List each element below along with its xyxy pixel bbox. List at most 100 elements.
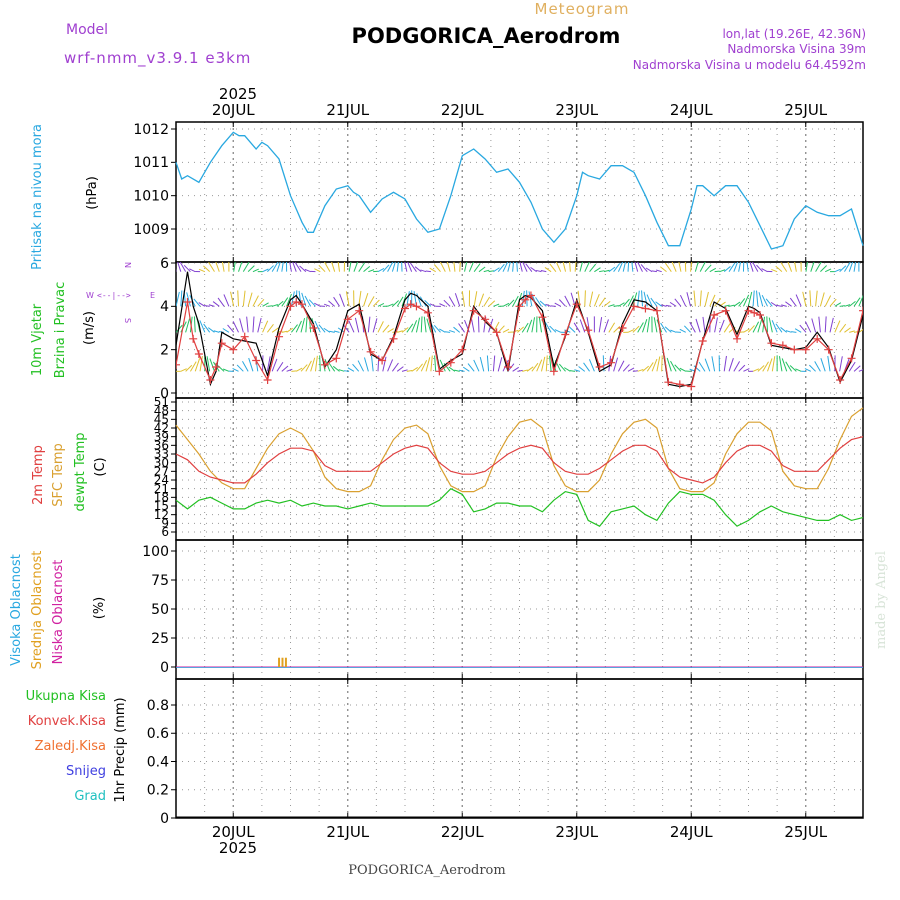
precip-ytick-label: 0 xyxy=(160,811,169,827)
wind-direction-arrow xyxy=(257,317,262,333)
wind-observed-marker xyxy=(572,300,581,309)
wind-direction-arrow xyxy=(429,303,436,307)
wind-direction-arrow xyxy=(848,262,854,272)
wind-direction-arrow xyxy=(186,292,191,307)
precip-conv-label: Konvek.Kisa xyxy=(28,714,106,729)
wind-direction-arrow xyxy=(589,263,597,272)
wind-direction-arrow xyxy=(271,327,279,333)
wind-direction-arrow xyxy=(212,301,220,307)
wind-direction-arrow xyxy=(377,267,385,273)
wind-direction-arrow xyxy=(545,303,552,307)
wind-direction-arrow xyxy=(758,292,764,307)
wind-direction-arrow xyxy=(443,299,451,307)
wind-direction-arrow xyxy=(488,270,494,273)
wind-direction-arrow xyxy=(439,328,446,333)
wind-title-1: 10m Vjetar xyxy=(30,303,45,376)
wind-direction-arrow xyxy=(271,262,279,272)
top-day-label: 23JUL xyxy=(555,101,598,119)
wind-speed-line xyxy=(176,271,863,388)
wind-direction-arrow xyxy=(593,294,600,307)
wind-direction-arrow xyxy=(266,323,274,333)
wind-direction-arrow xyxy=(266,356,271,372)
wind-direction-arrow xyxy=(411,367,418,372)
wind-direction-arrow xyxy=(289,262,292,272)
wind-direction-arrow xyxy=(646,362,654,372)
wind-direction-arrow xyxy=(410,262,417,272)
wind-direction-arrow xyxy=(608,266,616,273)
wind-direction-arrow xyxy=(613,263,621,272)
wind-direction-arrow xyxy=(594,267,601,273)
wind-direction-arrow xyxy=(223,294,230,307)
wind-direction-arrow xyxy=(535,297,542,307)
wind-direction-arrow xyxy=(762,361,769,372)
wind-direction-arrow xyxy=(406,369,413,372)
wind-direction-arrow xyxy=(704,264,712,273)
wind-direction-arrow xyxy=(678,262,682,272)
wind-direction-arrow xyxy=(699,290,702,307)
wind-direction-arrow xyxy=(237,290,240,307)
wind-direction-arrow xyxy=(617,360,625,372)
wind-direction-arrow xyxy=(627,295,634,307)
wind-observed-marker xyxy=(183,298,192,306)
wind-direction-arrow xyxy=(314,302,321,307)
wind-direction-arrow xyxy=(536,359,543,372)
wind-direction-arrow xyxy=(470,317,475,333)
wind-observed-marker xyxy=(355,306,364,315)
wind-direction-arrow xyxy=(650,297,658,307)
wind-ytick-label: 4 xyxy=(160,299,169,315)
wind-direction-arrow xyxy=(232,367,239,372)
wind-direction-arrow xyxy=(743,368,750,372)
wind-direction-arrow xyxy=(674,364,682,372)
wind-direction-arrow xyxy=(519,262,523,272)
wind-observed-marker xyxy=(744,306,753,315)
wind-direction-arrow xyxy=(554,302,561,307)
wind-direction-arrow xyxy=(622,298,630,307)
wind-series xyxy=(176,262,863,391)
wind-direction-arrow xyxy=(651,358,658,372)
wind-observed-marker xyxy=(790,345,799,354)
wind-direction-arrow xyxy=(637,262,643,272)
wind-direction-arrow xyxy=(545,355,548,372)
wind-direction-arrow xyxy=(613,326,621,333)
wind-direction-arrow xyxy=(267,305,273,307)
wind-direction-arrow xyxy=(564,367,571,372)
wind-direction-arrow xyxy=(358,262,366,272)
wind-direction-arrow xyxy=(637,322,644,333)
wind-direction-arrow xyxy=(194,358,201,372)
wind-direction-arrow xyxy=(656,269,662,273)
wind-direction-arrow xyxy=(314,320,321,333)
pressure-title: Pritisak na nivou mora xyxy=(30,124,45,270)
wind-direction-arrow xyxy=(795,294,802,307)
wind-direction-arrow xyxy=(473,359,480,372)
wind-direction-arrow xyxy=(331,262,336,272)
wind-direction-arrow xyxy=(429,267,436,273)
wind-direction-arrow xyxy=(276,262,281,272)
wind-direction-arrow xyxy=(502,359,509,372)
wind-direction-arrow xyxy=(401,293,408,307)
wind-direction-arrow xyxy=(756,290,759,307)
wind-observed-marker xyxy=(297,300,306,309)
wind-direction-arrow xyxy=(839,305,845,307)
wind-direction-arrow xyxy=(583,362,590,372)
wind-direction-arrow xyxy=(669,301,677,307)
wind-direction-arrow xyxy=(670,329,677,333)
top-day-label: 22JUL xyxy=(441,101,484,119)
wind-direction-arrow xyxy=(679,328,686,333)
temperature-ytick-label: 33 xyxy=(154,447,169,461)
wind-direction-arrow xyxy=(414,266,422,273)
wind-observed-marker xyxy=(549,367,558,376)
wind-direction-arrow xyxy=(453,262,456,272)
wind-direction-arrow xyxy=(252,316,255,333)
wind-direction-arrow xyxy=(627,329,635,333)
wind-direction-arrow xyxy=(179,262,187,272)
wind-direction-arrow xyxy=(252,268,259,273)
wind-direction-arrow xyxy=(242,361,249,372)
wind-direction-arrow xyxy=(217,297,225,307)
wind-direction-arrow xyxy=(185,364,193,372)
wind-direction-arrow xyxy=(743,294,750,307)
wind-direction-arrow xyxy=(281,297,289,307)
wind-direction-arrow xyxy=(723,323,731,333)
wind-direction-arrow xyxy=(426,318,432,333)
wind-direction-arrow xyxy=(738,298,746,307)
wind-direction-arrow xyxy=(815,290,818,307)
